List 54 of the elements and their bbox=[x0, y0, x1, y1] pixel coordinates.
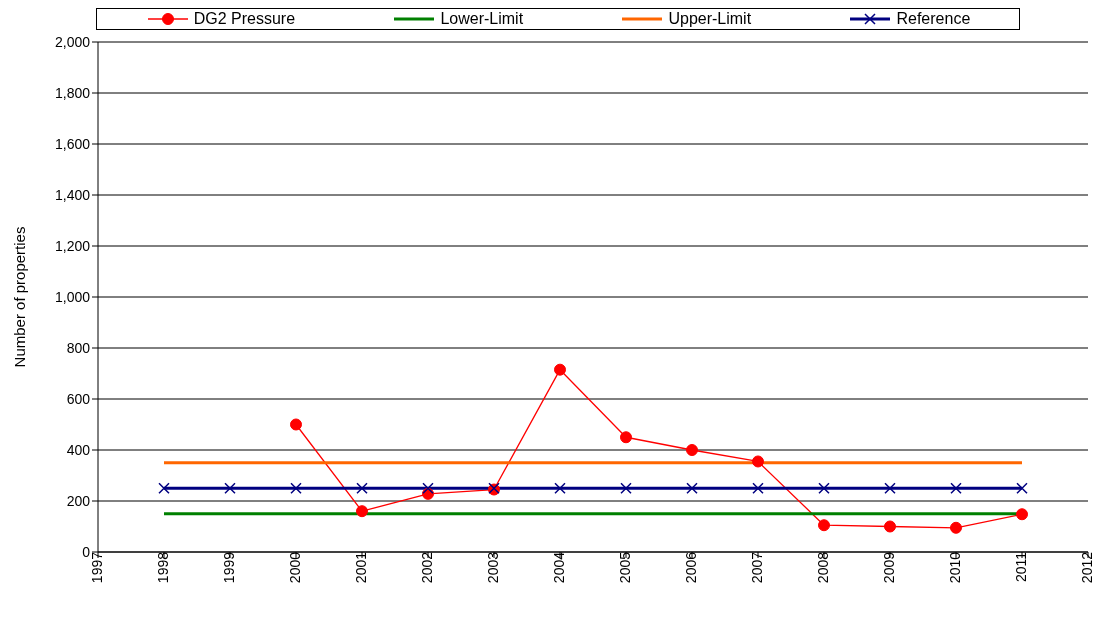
point bbox=[818, 519, 830, 532]
x-tick-label: 2009 bbox=[880, 551, 897, 584]
point bbox=[752, 455, 764, 468]
point bbox=[620, 431, 632, 444]
y-tick-label: 200 bbox=[66, 492, 91, 509]
y-tick-label: 1,400 bbox=[54, 186, 91, 203]
point bbox=[686, 444, 698, 456]
y-tick-label: 1,000 bbox=[54, 288, 91, 305]
y-tick-label: 1,200 bbox=[54, 237, 91, 254]
point bbox=[290, 418, 302, 431]
point bbox=[818, 482, 830, 494]
x-tick-label: 2008 bbox=[814, 551, 831, 584]
point bbox=[554, 363, 566, 376]
y-tick-label: 800 bbox=[66, 339, 91, 356]
point bbox=[686, 482, 698, 494]
y-tick-label: 2,000 bbox=[54, 33, 91, 50]
point bbox=[158, 482, 170, 494]
y-tick-label: 1,600 bbox=[54, 135, 91, 152]
y-tick-label: 0 bbox=[82, 543, 91, 560]
point bbox=[1016, 482, 1028, 494]
point bbox=[356, 505, 368, 518]
point bbox=[224, 482, 236, 494]
x-tick-label: 2005 bbox=[616, 551, 633, 584]
x-tick-label: 2006 bbox=[682, 551, 699, 584]
y-tick-label: 1,800 bbox=[54, 84, 91, 101]
x-tick-label: 2002 bbox=[418, 551, 435, 584]
point bbox=[950, 482, 962, 494]
legend-label: DG2 Pressure bbox=[193, 10, 296, 28]
point bbox=[752, 482, 764, 494]
point bbox=[1016, 508, 1028, 521]
x-tick-label: 2010 bbox=[946, 551, 963, 584]
x-tick-label: 2001 bbox=[352, 551, 369, 584]
y-tick-label: 600 bbox=[66, 390, 91, 407]
x-tick-label: 2000 bbox=[286, 551, 303, 584]
x-tick-label: 2004 bbox=[550, 551, 567, 584]
point bbox=[290, 482, 302, 494]
legend-label: Lower-Limit bbox=[440, 10, 524, 28]
x-tick-label: 1998 bbox=[154, 551, 171, 584]
point bbox=[950, 521, 962, 534]
point bbox=[422, 482, 434, 494]
point bbox=[356, 482, 368, 494]
x-tick-label: 2007 bbox=[748, 551, 765, 584]
point bbox=[620, 482, 632, 494]
point bbox=[884, 482, 896, 494]
x-tick-label: 2003 bbox=[484, 551, 501, 584]
x-tick-label: 1999 bbox=[220, 551, 237, 584]
legend-label: Upper-Limit bbox=[668, 10, 752, 28]
x-tick-label: 2012 bbox=[1078, 551, 1095, 584]
y-axis-title: Number of properties bbox=[11, 226, 29, 368]
y-tick-label: 400 bbox=[66, 441, 91, 458]
point bbox=[554, 482, 566, 494]
legend-label: Reference bbox=[896, 10, 971, 28]
x-tick-label: 2011 bbox=[1012, 551, 1029, 583]
point bbox=[884, 520, 896, 533]
